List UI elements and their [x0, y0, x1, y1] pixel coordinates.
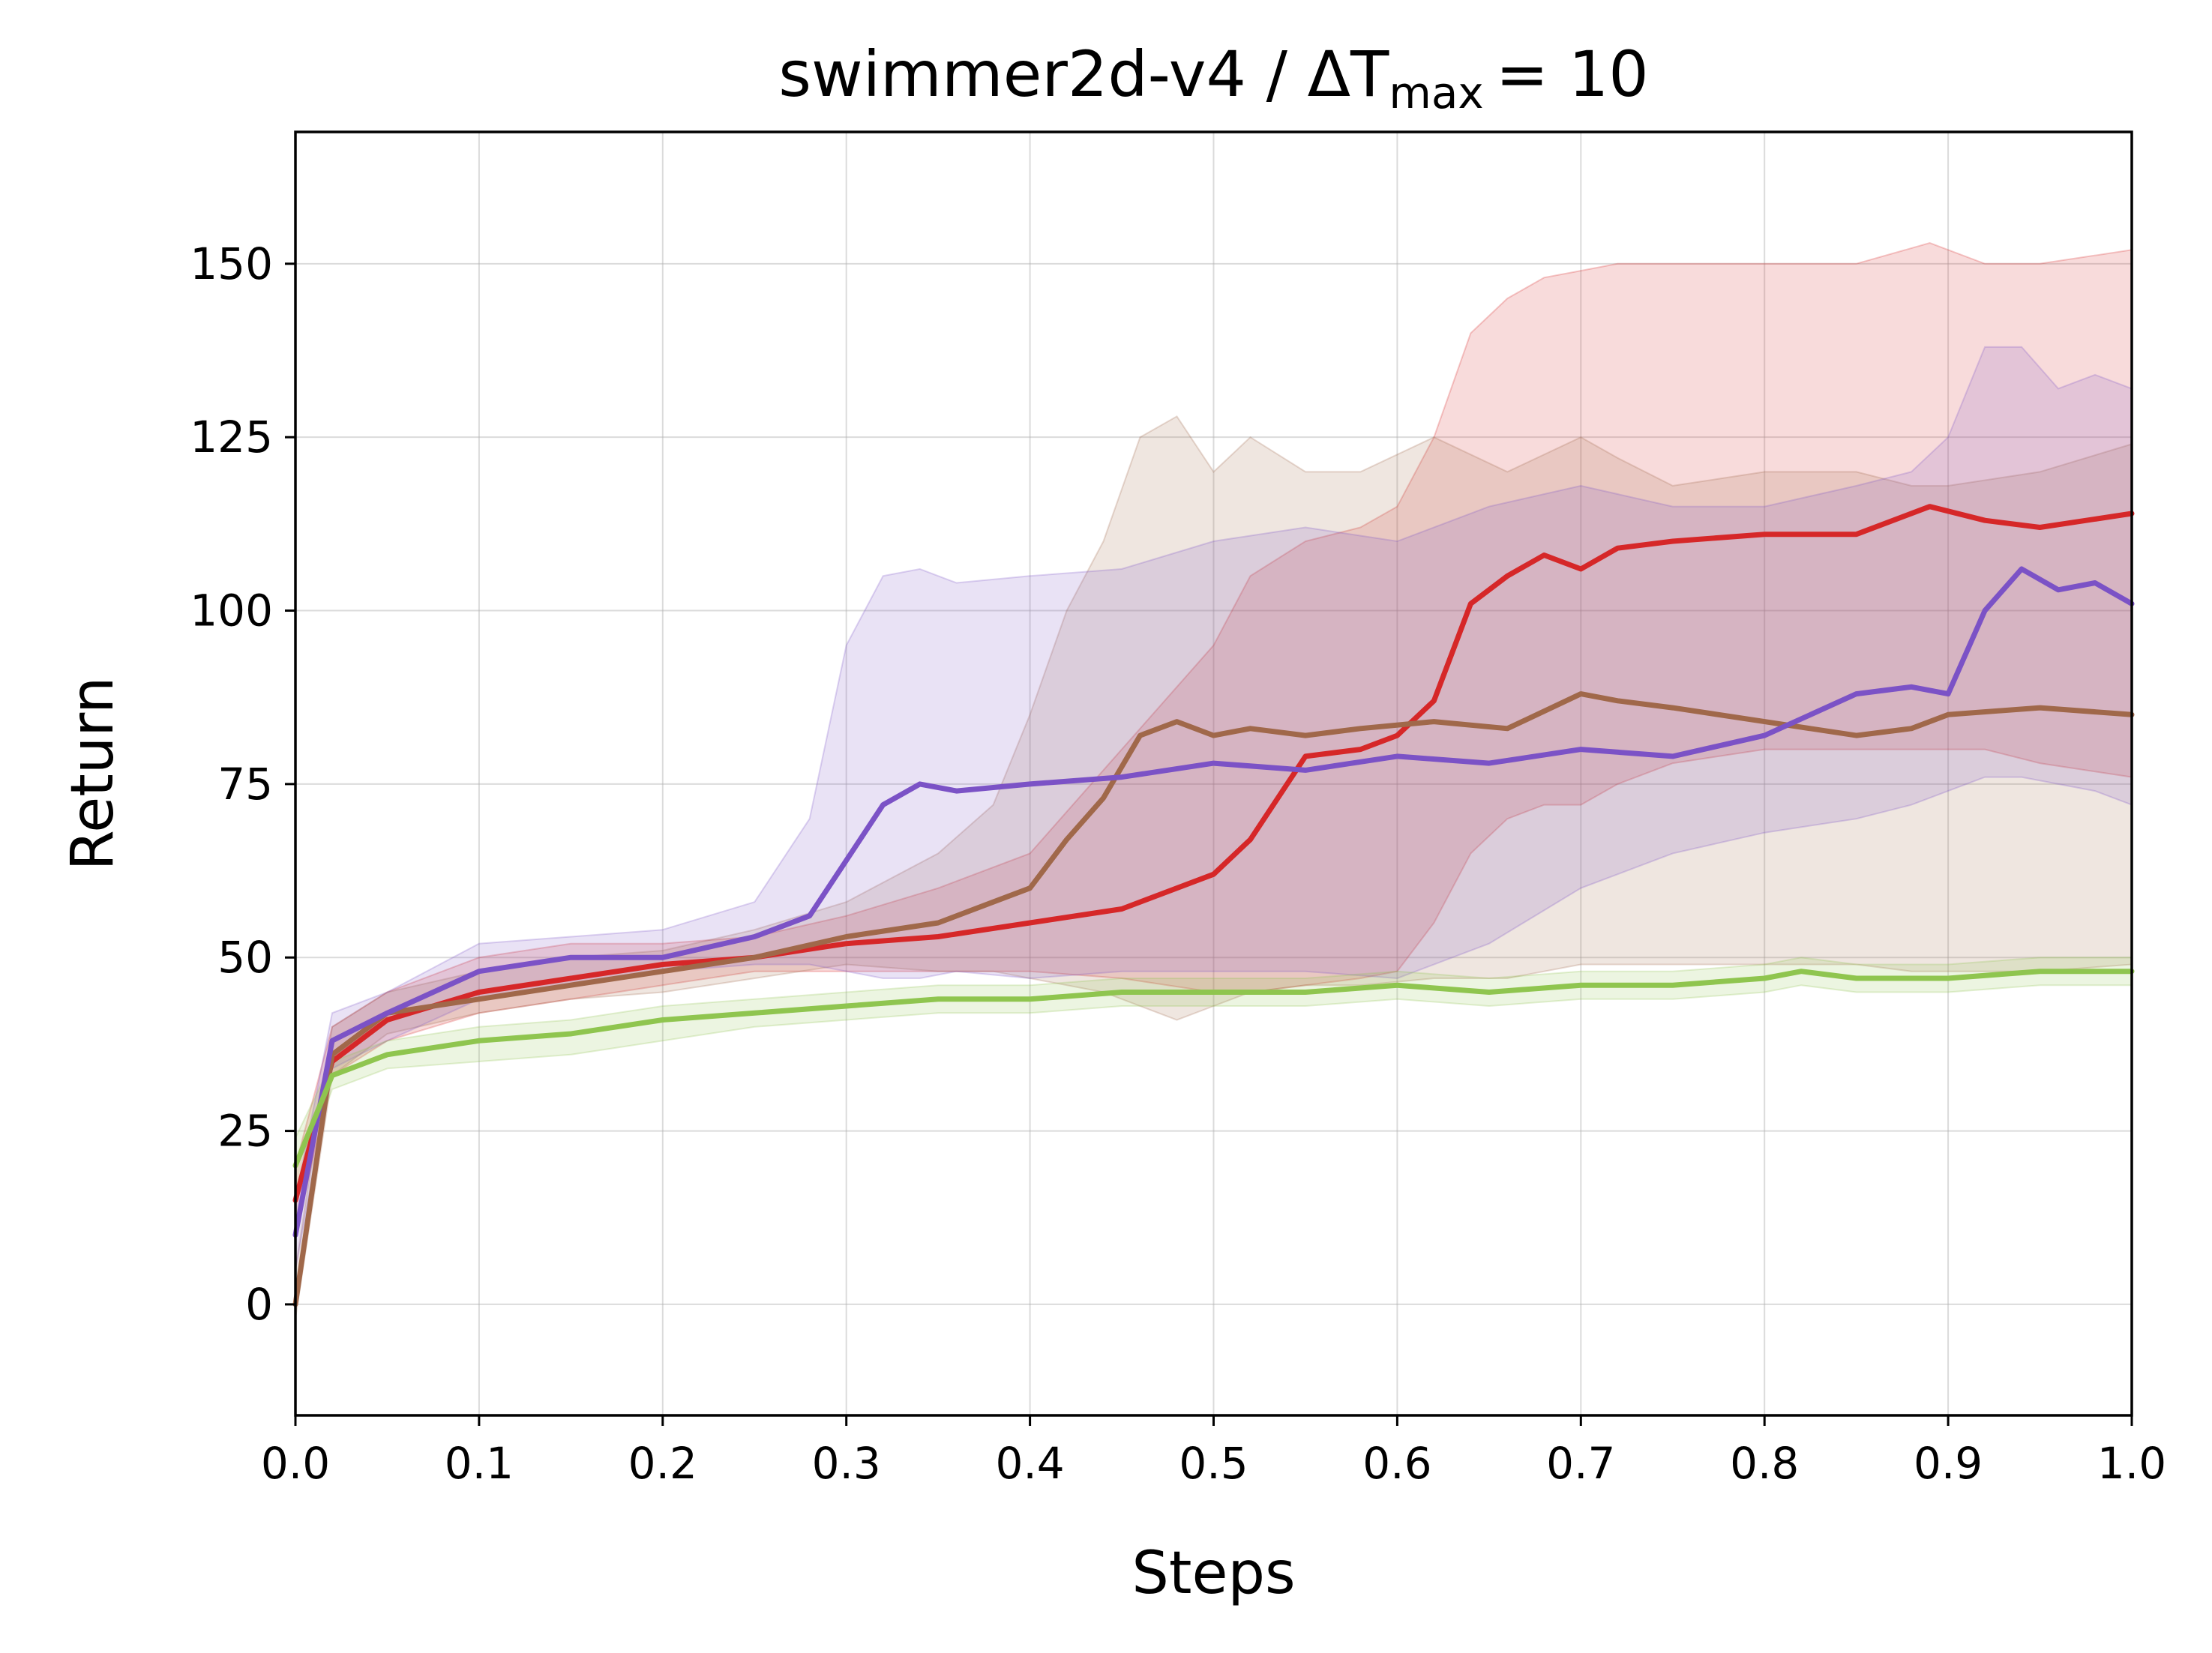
- confidence-bands: [295, 242, 2133, 1319]
- x-tick-label: 1.0: [2097, 1438, 2166, 1489]
- y-tick-label: 125: [190, 412, 273, 463]
- chart-title-subscript: max: [1389, 67, 1483, 118]
- y-axis-label: Return: [59, 677, 127, 871]
- chart-title-main: swimmer2d-v4 / ΔT: [778, 37, 1389, 111]
- series-2-line: [292, 691, 2135, 1307]
- x-tick-label: 0.1: [445, 1438, 514, 1489]
- x-tick-label: 0.6: [1362, 1438, 1431, 1489]
- chart-title-suffix: = 10: [1496, 37, 1649, 111]
- x-tick-label: 0.9: [1914, 1438, 1983, 1489]
- x-tick-label: 0.0: [261, 1438, 330, 1489]
- y-tick-label: 150: [190, 238, 273, 289]
- x-tick-label: 0.2: [628, 1438, 697, 1489]
- y-tick-label: 50: [217, 932, 273, 983]
- series-4-line: [292, 969, 2135, 1169]
- series-lines: [292, 504, 2135, 1307]
- y-tick-label: 100: [190, 585, 273, 636]
- y-tick-label: 75: [217, 759, 273, 810]
- x-axis-label: Steps: [1131, 1540, 1295, 1607]
- x-tick-label: 0.7: [1546, 1438, 1615, 1489]
- series-3-line: [292, 566, 2135, 1238]
- y-tick-label: 25: [217, 1106, 273, 1157]
- series-1-line: [292, 504, 2135, 1203]
- x-tick-label: 0.5: [1179, 1438, 1248, 1489]
- y-tick-label: 0: [245, 1279, 273, 1330]
- x-tick-label: 0.8: [1730, 1438, 1799, 1489]
- chart-title: swimmer2d-v4 / ΔTmax = 10: [778, 37, 1648, 118]
- axis-ticks: 0.0 0.1 0.2 0.3 0.4 0.5 0.6 0.7 0.8 0.9 1.0 0 25 50 75…: [190, 238, 2166, 1489]
- x-tick-label: 0.3: [812, 1438, 881, 1489]
- x-tick-label: 0.4: [995, 1438, 1064, 1489]
